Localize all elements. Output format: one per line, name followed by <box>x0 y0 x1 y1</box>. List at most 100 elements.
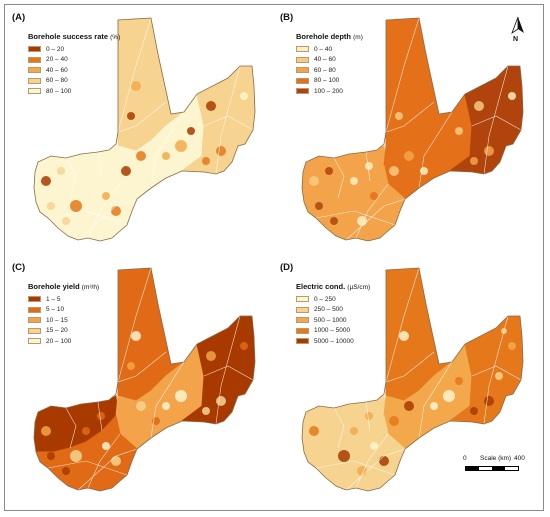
map-district-patch <box>386 483 392 489</box>
map-district-patch <box>350 177 358 185</box>
panel-label: (C) <box>12 262 26 273</box>
map-district-patch <box>202 157 210 165</box>
district-border <box>97 401 103 432</box>
district-border <box>333 407 345 449</box>
legend-item: 0 – 20 <box>28 44 120 55</box>
map-district-patch <box>484 146 494 156</box>
district-border <box>483 315 509 425</box>
map-district-patch <box>131 81 141 91</box>
map-district-patch <box>136 151 146 161</box>
legend-item: 250 – 500 <box>296 305 370 316</box>
scale-label: Scale (km) <box>480 455 512 462</box>
panel-label: (B) <box>280 12 294 23</box>
map-district-patch <box>162 402 170 410</box>
map-district-patch <box>430 402 438 410</box>
map-district-patch <box>370 192 378 200</box>
map-district-patch <box>57 167 65 175</box>
map-district-patch <box>325 417 333 425</box>
legend-swatch <box>28 306 41 313</box>
map-district-patch <box>330 217 338 225</box>
north-arrow: N <box>508 16 528 48</box>
legend-item: 80 – 100 <box>28 86 120 97</box>
legend-swatch <box>28 88 41 95</box>
map-district-patch <box>62 467 70 475</box>
map-district-patch <box>404 151 414 161</box>
map-district-patch <box>206 351 216 361</box>
scale-segment <box>492 467 505 470</box>
legend-item: 0 – 40 <box>296 44 363 55</box>
map-district-patch <box>240 342 248 350</box>
map-district-patch <box>350 427 358 435</box>
panel-label: (D) <box>280 262 294 273</box>
map-district-patch <box>97 162 105 170</box>
map-district-patch <box>325 167 333 175</box>
map-district-patch <box>136 401 146 411</box>
country-outline <box>301 267 524 492</box>
district-border <box>471 365 522 381</box>
legend-swatch <box>296 56 309 63</box>
district-border <box>150 361 185 439</box>
map-district-patch <box>121 416 131 426</box>
district-border <box>47 210 128 226</box>
country-outline <box>33 267 256 492</box>
map-district-patch <box>62 217 70 225</box>
map-district-patch <box>70 450 82 462</box>
country-outline <box>301 17 524 242</box>
legend-item: 0 – 250 <box>296 294 370 305</box>
district-border <box>77 448 138 491</box>
district-border <box>345 448 406 491</box>
district-border <box>47 460 128 476</box>
map-district-patch <box>484 396 494 406</box>
map-mali-borehole-depth <box>301 17 524 242</box>
map-district-patch <box>330 467 338 475</box>
map-district-patch <box>47 202 55 210</box>
legend-swatch <box>296 327 309 334</box>
map-district-patch <box>379 206 389 216</box>
legend-item: 60 – 80 <box>28 76 120 87</box>
map-district-patch <box>111 456 121 466</box>
legend-swatch <box>296 306 309 313</box>
district-border <box>315 210 396 226</box>
panel-c: (C) Borehole yield (m³/h) 1 – 5 5 – 10 1… <box>6 256 274 506</box>
legend-swatch <box>28 338 41 345</box>
map-district-patch <box>386 233 392 239</box>
legend-item: 40 – 60 <box>28 65 120 76</box>
legend-swatch <box>28 46 41 53</box>
legend-item: 10 – 15 <box>28 315 99 326</box>
map-district-patch <box>102 442 110 450</box>
legend-swatch <box>28 67 41 74</box>
district-border <box>117 351 167 383</box>
map-district-patch <box>443 390 455 402</box>
legend-item: 5 – 10 <box>28 305 99 316</box>
district-border <box>215 315 241 425</box>
panel-a: (A) Borehole success rate (%) 0 – 20 20 … <box>6 6 274 256</box>
map-district-patch <box>315 202 323 210</box>
legend-item: 5000 – 10000 <box>296 336 370 347</box>
map-district-patch <box>443 140 455 152</box>
map-district-patch <box>338 200 350 212</box>
legend-item: 40 – 60 <box>296 55 363 66</box>
map-district-patch <box>216 146 226 156</box>
district-border <box>355 183 389 239</box>
legend-swatch <box>28 56 41 63</box>
district-border <box>203 115 254 131</box>
map-district-patch <box>70 200 82 212</box>
legend-swatch <box>296 46 309 53</box>
map-district-patch <box>430 152 438 160</box>
legend-title: Borehole yield (m³/h) <box>28 282 100 291</box>
legend-swatch <box>296 77 309 84</box>
map-district-patch <box>41 176 51 186</box>
legend-title: Borehole success rate (%) <box>28 32 121 41</box>
legend-swatch <box>296 88 309 95</box>
scale-segment <box>466 467 479 470</box>
district-border <box>117 18 152 133</box>
map-district-patch <box>118 233 124 239</box>
legend: Borehole depth (m) 0 – 40 40 – 60 60 – 8… <box>296 32 363 97</box>
map-district-patch <box>389 416 399 426</box>
legend-swatch <box>28 77 41 84</box>
district-border <box>315 460 396 476</box>
district-border <box>385 351 435 383</box>
district-border <box>65 157 77 199</box>
map-district-patch <box>216 396 226 406</box>
panel-label: (A) <box>12 12 26 23</box>
